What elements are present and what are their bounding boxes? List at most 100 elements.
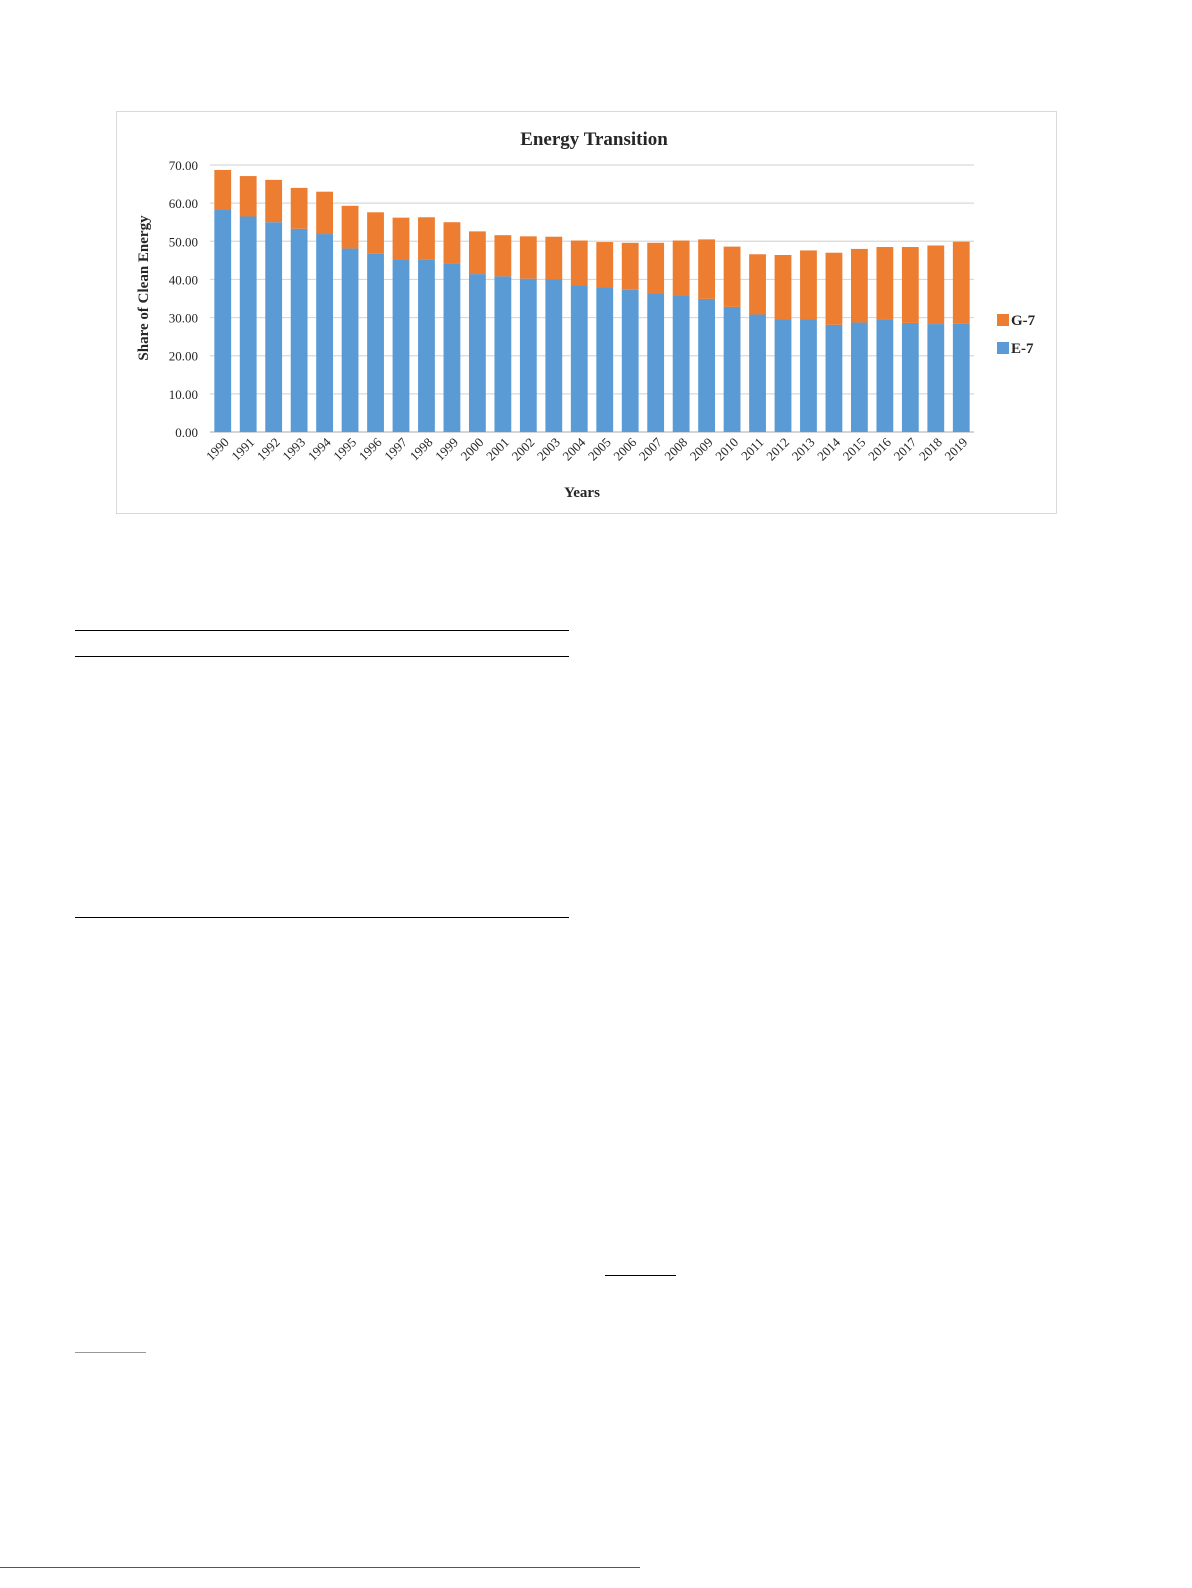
bar-e7-1999 xyxy=(443,263,461,432)
bar-g7-2009 xyxy=(698,239,716,299)
bar-e7-1992 xyxy=(265,222,283,432)
bar-e7-2017 xyxy=(901,322,919,432)
table-header-rule xyxy=(75,656,569,657)
gridlines xyxy=(210,164,974,433)
x-tick-label: 2009 xyxy=(687,435,716,464)
bar-g7-2006 xyxy=(621,242,639,290)
bar-g7-2004 xyxy=(570,240,588,286)
y-tick-label: 70.00 xyxy=(169,158,198,173)
bar-e7-1997 xyxy=(392,259,410,432)
page-bottom-rule xyxy=(0,1567,640,1568)
table-top-rule xyxy=(75,630,569,631)
x-tick-label: 1996 xyxy=(356,434,385,463)
legend: G-7 E-7 xyxy=(997,313,1036,357)
bar-e7-1996 xyxy=(367,253,384,432)
bar-g7-1993 xyxy=(290,187,308,229)
bar-e7-2002 xyxy=(519,278,537,432)
x-tick-label: 2005 xyxy=(585,435,614,464)
x-tick-label: 2000 xyxy=(458,435,487,464)
bar-e7-2019 xyxy=(952,323,970,432)
footnote-rule-left xyxy=(75,1352,146,1353)
bar-e7-1998 xyxy=(418,259,435,432)
bar-e7-2012 xyxy=(774,319,792,432)
bar-e7-1995 xyxy=(341,248,359,432)
y-axis-label: Share of Clean Energy xyxy=(136,215,152,361)
x-tick-label: 2018 xyxy=(916,435,945,464)
x-axis-label: Years xyxy=(564,485,600,501)
x-tick-label: 1994 xyxy=(305,434,334,463)
bar-e7-2016 xyxy=(876,319,894,432)
bar-e7-2018 xyxy=(927,324,945,432)
energy-transition-chart: 0.0010.0020.0030.0040.0050.0060.0070.00 … xyxy=(136,129,1036,501)
x-tick-label: 2010 xyxy=(712,435,741,464)
bar-e7-2013 xyxy=(800,319,817,432)
bar-g7-2008 xyxy=(672,240,690,296)
bar-g7-2016 xyxy=(876,247,894,320)
x-tick-label: 1997 xyxy=(381,434,410,463)
legend-label-g7: G-7 xyxy=(1011,313,1036,329)
bar-e7-2004 xyxy=(570,285,588,432)
x-tick-label: 2008 xyxy=(661,435,690,464)
y-tick-labels: 0.00 10.00 20.00 30.00 40.00 50.00 60.00 70.00 xyxy=(169,158,198,440)
bar-g7-2017 xyxy=(901,247,919,323)
x-tick-label: 2014 xyxy=(814,434,843,463)
x-tick-label: 2002 xyxy=(508,435,537,464)
bar-g7-1990 xyxy=(214,169,232,211)
legend-swatch-e7 xyxy=(997,342,1009,354)
bar-g7-2000 xyxy=(468,231,486,275)
bar-g7-2015 xyxy=(850,248,868,323)
bar-g7-2001 xyxy=(494,235,512,277)
table-bottom-rule xyxy=(75,917,569,918)
y-tick-label: 40.00 xyxy=(169,272,198,287)
bar-e7-2005 xyxy=(596,287,614,432)
x-tick-label: 1991 xyxy=(228,435,257,464)
x-tick-label: 1992 xyxy=(254,435,283,464)
bar-g7-2011 xyxy=(749,254,766,315)
bar-g7-1996 xyxy=(367,212,384,254)
x-tick-label: 2016 xyxy=(865,434,894,463)
y-tick-label: 0.00 xyxy=(175,425,198,440)
bar-g7-1999 xyxy=(443,222,461,264)
x-tick-label: 1999 xyxy=(432,435,461,464)
x-tick-label: 2017 xyxy=(890,434,919,463)
bar-g7-2005 xyxy=(596,242,614,288)
bar-g7-2018 xyxy=(927,245,945,325)
x-tick-label: 2013 xyxy=(789,435,818,464)
footnote-rule-right xyxy=(605,1275,676,1276)
bar-e7-1994 xyxy=(316,234,334,432)
x-tick-label: 2007 xyxy=(636,434,665,463)
bar-e7-2000 xyxy=(468,274,486,432)
bar-e7-2015 xyxy=(850,322,868,432)
bar-g7-2003 xyxy=(545,236,563,280)
bar-e7-2006 xyxy=(621,289,639,432)
y-tick-label: 50.00 xyxy=(169,234,198,249)
bar-e7-2008 xyxy=(672,295,690,432)
y-tick-label: 10.00 xyxy=(169,387,198,402)
x-tick-labels: 1990199119921993199419951996199719981999… xyxy=(203,434,971,463)
x-tick-label: 2004 xyxy=(559,434,588,463)
bar-g7-1991 xyxy=(239,176,257,217)
bars xyxy=(214,169,970,432)
chart-title: Energy Transition xyxy=(520,129,668,150)
x-tick-label: 2006 xyxy=(610,434,639,463)
bar-g7-2012 xyxy=(774,255,792,320)
x-tick-label: 2019 xyxy=(941,435,970,464)
y-tick-label: 60.00 xyxy=(169,196,198,211)
bar-g7-1994 xyxy=(316,191,334,235)
bar-e7-2007 xyxy=(647,293,665,432)
bar-g7-1998 xyxy=(418,217,435,260)
bar-e7-1991 xyxy=(239,216,257,432)
bar-e7-2014 xyxy=(825,324,843,432)
x-tick-label: 2012 xyxy=(763,435,792,464)
bar-e7-1993 xyxy=(290,228,308,432)
bar-g7-2013 xyxy=(800,250,817,320)
x-tick-label: 2001 xyxy=(483,435,512,464)
bar-g7-2019 xyxy=(952,241,970,324)
x-tick-label: 1995 xyxy=(330,435,359,464)
y-tick-label: 20.00 xyxy=(169,349,198,364)
bar-g7-1992 xyxy=(265,179,283,223)
bar-g7-2002 xyxy=(519,236,537,279)
bar-g7-2010 xyxy=(723,246,741,307)
x-tick-label: 1993 xyxy=(279,435,308,464)
x-tick-label: 1990 xyxy=(203,435,232,464)
